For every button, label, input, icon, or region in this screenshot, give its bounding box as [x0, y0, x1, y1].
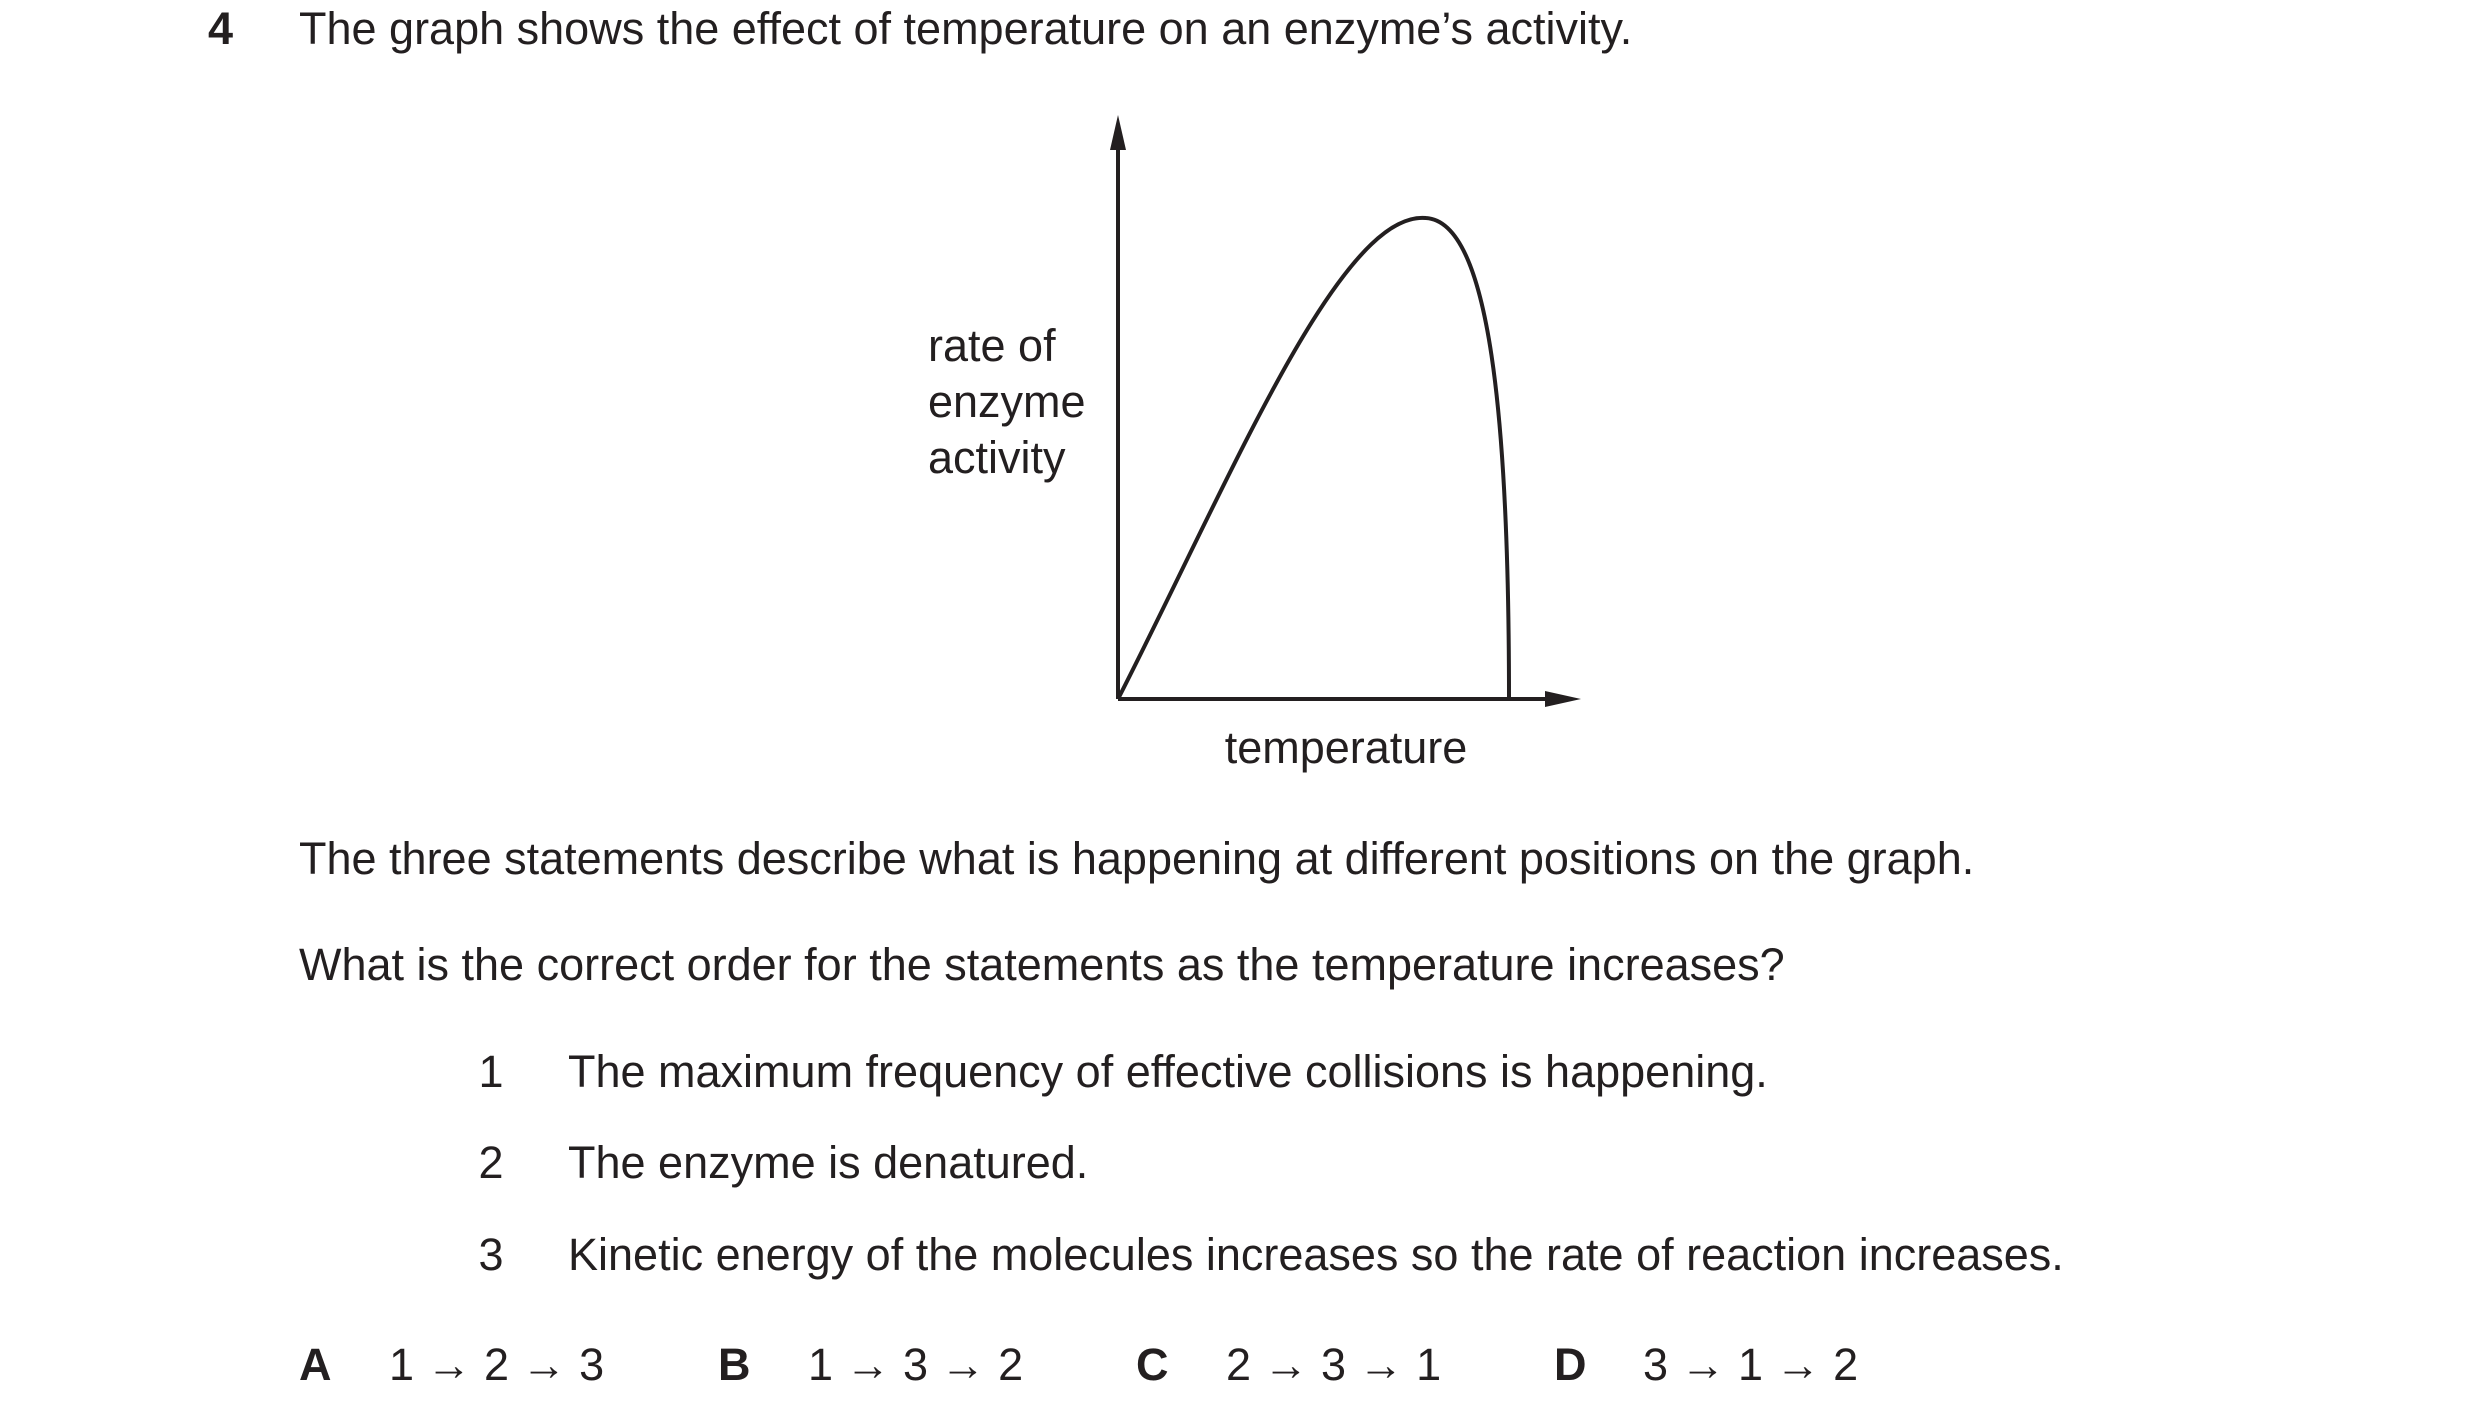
statement-text: The enzyme is denatured.	[568, 1137, 1088, 1188]
y-label: rate of	[928, 320, 1056, 371]
statement-number: 2	[478, 1137, 503, 1188]
option-letter[interactable]: B	[718, 1339, 751, 1390]
statement-text: Kinetic energy of the molecules increase…	[568, 1229, 2064, 1280]
question-stem: The graph shows the effect of temperatur…	[299, 3, 1632, 54]
option-letter[interactable]: A	[299, 1339, 332, 1390]
option-answer[interactable]: 3 → 1 → 2	[1643, 1339, 1858, 1390]
statement-text: The maximum frequency of effective colli…	[568, 1046, 1768, 1097]
statement-number: 3	[478, 1229, 503, 1280]
statement-number: 1	[478, 1046, 503, 1097]
graph	[1110, 115, 1581, 707]
y-arrow	[1110, 115, 1126, 150]
x-arrow	[1545, 691, 1581, 707]
option-letter[interactable]: D	[1554, 1339, 1587, 1390]
option-answer[interactable]: 1 → 2 → 3	[389, 1339, 604, 1390]
paragraph: What is the correct order for the statem…	[299, 939, 1785, 990]
paragraph: The three statements describe what is ha…	[299, 833, 1974, 884]
option-answer[interactable]: 2 → 3 → 1	[1226, 1339, 1441, 1390]
curve	[1116, 215, 1511, 700]
option-answer[interactable]: 1 → 3 → 2	[808, 1339, 1023, 1390]
question-number: 4	[208, 3, 233, 54]
option-letter[interactable]: C	[1136, 1339, 1169, 1390]
x-label: temperature	[1225, 722, 1468, 773]
y-label: activity	[928, 432, 1066, 483]
y-label: enzyme	[928, 376, 1086, 427]
